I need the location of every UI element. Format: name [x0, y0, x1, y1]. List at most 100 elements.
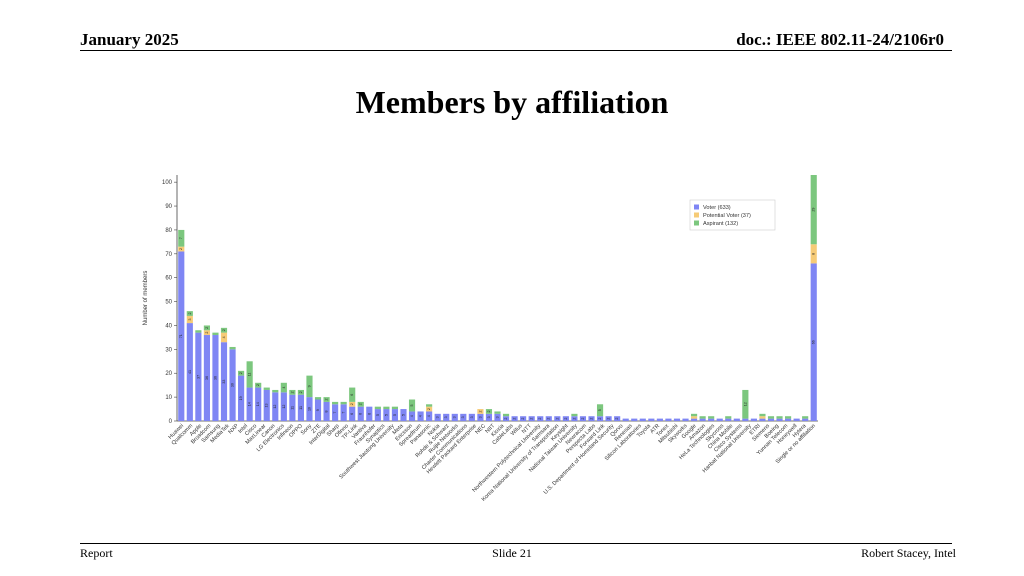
bar-value-label: 3 [453, 416, 457, 418]
bar-segment [759, 413, 766, 417]
bar-segment [357, 401, 364, 407]
bar-value-label: 2 [615, 418, 619, 420]
bar-segment [408, 399, 416, 412]
bar-segment [708, 416, 715, 419]
bar-segment [229, 349, 236, 421]
bar-segment [263, 389, 270, 421]
bar-segment [622, 418, 629, 421]
bar-segment [186, 311, 193, 316]
bar-segment [656, 418, 663, 421]
y-tick-label: 50 [165, 300, 172, 306]
bar-segment [776, 416, 783, 419]
bar-value-label: 5 [401, 414, 405, 416]
bar-segment [332, 401, 339, 405]
bar-segment [289, 394, 296, 421]
bar-segment [699, 418, 706, 421]
bar-segment [426, 406, 433, 412]
bar-segment [494, 411, 501, 414]
bar-value-label: 3 [470, 416, 474, 418]
bar-segment [323, 401, 330, 421]
bar-value-label: 2 [487, 410, 491, 412]
bar-value-label: 2 [427, 408, 431, 410]
bar-segment [810, 244, 817, 264]
bar-value-label: 2 [581, 418, 585, 420]
bar-segment [349, 387, 356, 402]
bar-segment [178, 251, 185, 421]
bar-segment [485, 413, 493, 421]
bar-value-label: 36 [205, 376, 209, 380]
y-tick-label: 80 [165, 228, 172, 234]
bar-segment [571, 416, 578, 421]
bar-value-label: 5 [384, 414, 388, 416]
bar-value-label: 11 [290, 406, 294, 410]
bar-segment [374, 409, 381, 421]
bar-segment [357, 406, 364, 421]
bar-value-label: 6 [350, 413, 354, 415]
bar-value-label: 4 [410, 415, 414, 417]
bar-value-label: 3 [444, 416, 448, 418]
bar-value-label: 12 [273, 405, 277, 409]
bar-segment [767, 418, 775, 421]
header-doc-id: doc.: IEEE 802.11-24/2106r0 [736, 30, 944, 49]
bar-value-label: 14 [256, 402, 260, 406]
bar-value-label: 6 [359, 413, 363, 415]
bar-value-label: 9 [316, 409, 320, 411]
footer-rule [80, 543, 952, 544]
bar-value-label: 11 [299, 406, 303, 410]
bar-segment [263, 387, 270, 390]
bar-value-label: 2 [564, 418, 568, 420]
bar-segment [297, 389, 304, 395]
bar-segment [588, 416, 595, 421]
bar-value-label: 5 [598, 409, 602, 411]
bar-segment [246, 387, 253, 421]
bar-value-label: 13 [265, 403, 269, 407]
bar-segment [272, 389, 279, 393]
bar-segment [238, 375, 245, 421]
bar-segment [220, 342, 228, 421]
bar-segment [605, 416, 612, 421]
bar-segment [460, 413, 467, 421]
bar-segment [596, 404, 604, 417]
bar-value-label: 10 [307, 407, 311, 411]
bar-value-label: 2 [478, 410, 482, 412]
y-tick-label: 20 [165, 371, 172, 377]
bar-segment [314, 399, 322, 421]
bar-segment [708, 418, 715, 421]
bar-segment [400, 409, 407, 421]
x-tick-label: Intel [237, 423, 249, 435]
bar-segment [614, 416, 621, 421]
bar-value-label: 3 [436, 416, 440, 418]
header-rule [80, 50, 952, 51]
bar-value-label: 2 [205, 332, 209, 334]
bar-segment [776, 418, 783, 421]
bar-value-label: 5 [410, 404, 414, 406]
bar-segment [349, 406, 356, 421]
bar-segment [203, 325, 210, 331]
bar-value-label: 29 [812, 208, 816, 212]
bar-segment [810, 263, 817, 421]
bar-segment [451, 413, 458, 421]
bar-segment [349, 401, 356, 407]
bar-segment [767, 416, 775, 419]
bar-segment [511, 416, 518, 421]
bar-segment [434, 413, 441, 421]
bar-value-label: 19 [239, 396, 243, 400]
bar-segment [443, 413, 450, 421]
bar-value-label: 2 [513, 418, 517, 420]
bar-segment [212, 332, 219, 336]
bar-segment [699, 416, 706, 419]
bar-segment [229, 346, 236, 350]
bar-value-label: 2 [299, 391, 303, 393]
bar-segment [186, 323, 193, 421]
bar-segment [571, 413, 578, 417]
bar-segment [537, 416, 544, 421]
bar-value-label: 3 [188, 319, 192, 321]
bar-segment [725, 416, 732, 419]
bar-segment [596, 416, 604, 421]
bar-segment [502, 416, 510, 421]
bar-value-label: 12 [743, 402, 747, 406]
bar-value-label: 2 [530, 418, 534, 420]
bar-segment [340, 404, 347, 421]
bar-segment [366, 406, 373, 421]
bar-segment [691, 413, 698, 417]
